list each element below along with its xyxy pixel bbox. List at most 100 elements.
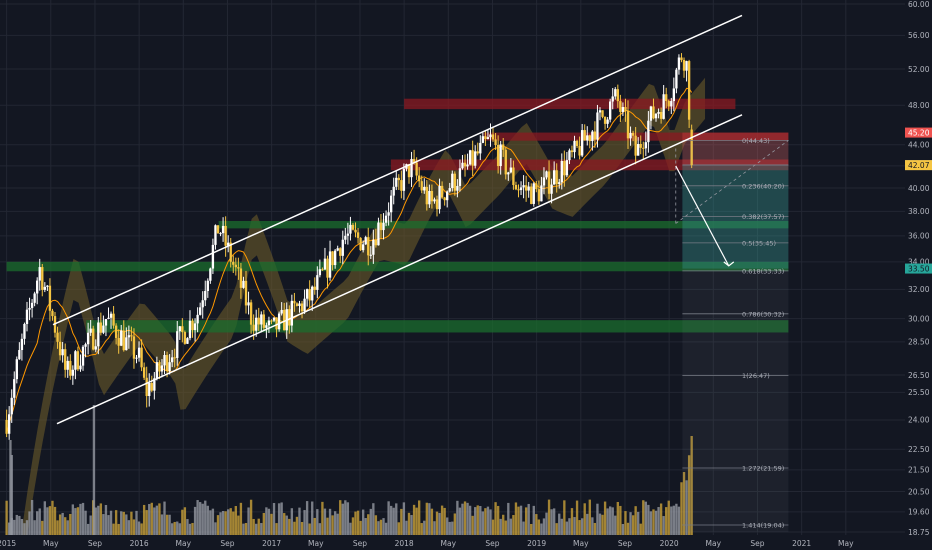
time-axis[interactable]: 2015 May Sep 2016 May Sep 2017 May Sep 2018 May Sep… [0,535,932,550]
volume-bar [451,521,454,535]
resistance-zone [404,98,736,110]
candle-body [369,254,372,256]
candle-body [7,414,11,434]
candle-body [580,130,584,156]
volume-bar [56,520,59,535]
volume-bar [46,507,49,535]
volume-bar [280,502,283,535]
volume-bar [637,511,640,535]
time-tick-label: Sep [618,539,632,548]
candle-body [359,237,362,251]
volume-bar [132,519,136,535]
candle-body [606,119,609,124]
volume-bar [346,502,350,535]
candle-body [272,317,276,321]
volume-bar [318,523,322,535]
volume-bar [647,504,650,535]
volume-bar [458,507,462,535]
volume-bar [313,517,316,535]
volume-bar [372,503,375,535]
volume-bar [303,510,306,535]
candle-body [168,362,171,372]
volume-bar [224,511,227,535]
candle-body [130,335,133,337]
candle-body [374,239,378,246]
candle-body [181,326,184,333]
volume-bar [117,523,120,535]
volume-bar [204,500,207,535]
candle-body [596,112,599,140]
volume-bar [644,501,648,535]
trend-channel[interactable] [52,14,743,425]
volume-bar [601,514,604,535]
volume-bar [405,520,408,535]
fib-label: 0(44.43) [742,137,770,145]
candle-body [491,134,495,140]
candle-body [588,135,591,142]
candle-body [621,107,625,112]
volume-bar [415,507,418,535]
time-tick-label: May [573,539,589,548]
volume-bar [135,510,138,535]
volume-bar [387,501,390,535]
support-zone [6,261,789,272]
fib-extension[interactable]: 0(44.43) 0.236(40.20) 0.382(37.57) 0.5(35.4… [675,137,789,532]
volume-bar [573,517,576,535]
candle-body [609,101,612,120]
candle-body [535,183,538,190]
candle-body [558,182,561,184]
volume-bar [580,518,584,535]
volume-bar [122,511,125,535]
candle-body [277,313,281,330]
candle-body [86,332,90,345]
volume-bar [552,508,556,535]
candle-body [547,171,551,194]
candle-body [323,258,327,270]
volume-bar [591,517,594,535]
projection-arrow[interactable] [675,165,735,267]
volume-bar [89,515,92,535]
price-axis-bg [905,0,932,550]
candle-body [410,158,413,178]
candle-body [389,195,393,213]
price-tag [905,127,932,138]
candle-body [680,57,683,60]
candle-body [382,222,385,231]
volume-bar [305,501,309,535]
volume-bar [440,505,444,535]
candle-body [76,351,80,370]
candle-body [270,320,273,322]
candle-body [542,177,546,186]
volume-bar [631,515,635,535]
candle-body [448,188,451,192]
fib-trend-line [675,140,789,224]
volume-bar [361,509,365,535]
candle-body [331,251,334,266]
volume-bar [158,503,161,535]
candle-body [298,303,301,307]
volume-bar [183,507,187,535]
volume-bar [446,517,449,535]
volume-bar [509,518,513,535]
candle-body [61,349,64,356]
volume-bar [66,520,69,535]
price-axis[interactable]: 18.75 19.60 20.50 21.50 22.50 24.00 25.50 26.50… [905,0,932,550]
volume-bar [247,507,250,535]
volume-bar [351,517,355,535]
volume-bar [687,455,691,535]
candle-body [114,325,118,338]
volume-bar [94,507,97,535]
volume-bar [58,514,62,535]
candle-body [677,57,681,70]
volume-bar [181,509,184,535]
volume-bar [13,519,16,535]
volume-bar [336,513,339,535]
fib-label: 0.786(30.32) [742,310,784,318]
candle-body [420,181,423,191]
candle-body [395,177,398,187]
candle-body [153,378,156,391]
volume-bar [621,523,625,535]
volume-bar [609,506,612,535]
volume-bar [400,508,403,535]
